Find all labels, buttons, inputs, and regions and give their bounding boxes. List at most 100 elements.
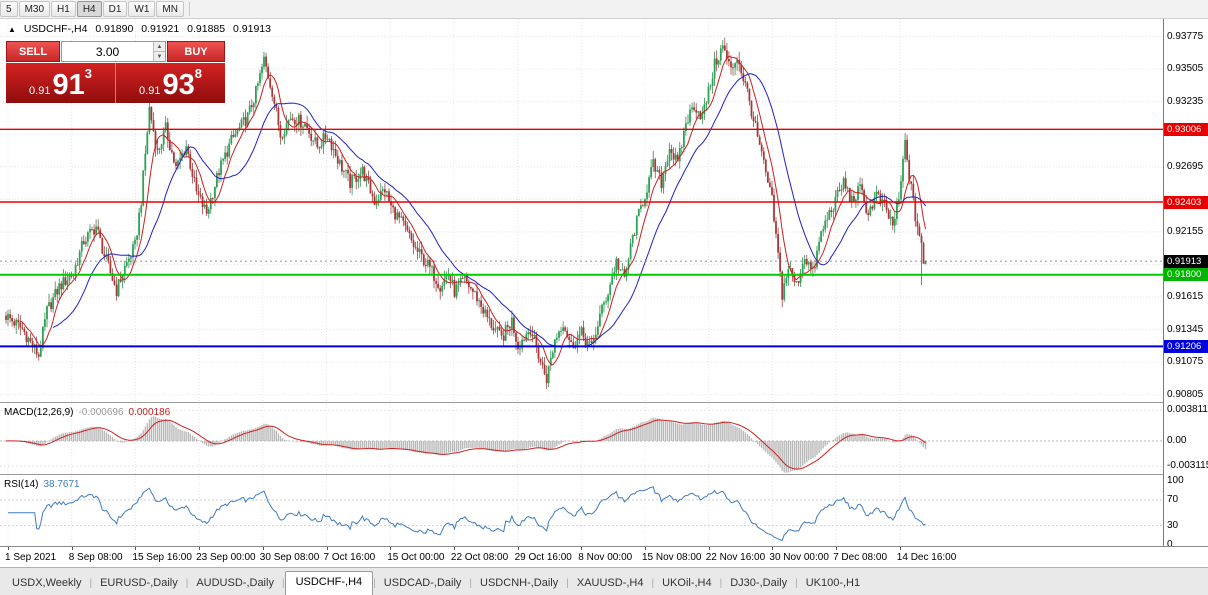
- chart-tab-dj30-daily[interactable]: DJ30-,Daily: [730, 577, 788, 589]
- time-axis-tick: [772, 547, 774, 550]
- sell-button[interactable]: SELL: [6, 41, 60, 62]
- time-axis-label: 29 Oct 16:00: [514, 552, 572, 563]
- macd-main-value: -0.000696: [78, 407, 124, 418]
- chart-tab-usdcad-daily[interactable]: USDCAD-,Daily: [383, 577, 462, 589]
- price-axis-label: 0.91345: [1167, 323, 1204, 335]
- time-axis-label: 30 Sep 08:00: [259, 552, 320, 563]
- rsi-axis-label: 30: [1167, 519, 1179, 531]
- macd-name: MACD(12,26,9): [4, 407, 74, 418]
- chart-tab-audusd-daily[interactable]: AUDUSD-,Daily: [196, 577, 274, 589]
- macd-indicator-label: MACD(12,26,9) -0.000696 0.000186: [4, 407, 170, 418]
- time-axis-label: 15 Oct 00:00: [387, 552, 445, 563]
- price-level-tag: 0.93006: [1164, 122, 1208, 136]
- timeframe-button-d1[interactable]: D1: [102, 1, 128, 17]
- buy-price-pip: 8: [194, 66, 202, 81]
- time-axis-tick: [326, 547, 328, 550]
- tab-separator: |: [651, 578, 655, 589]
- chart-tab-usdx-weekly[interactable]: USDX,Weekly: [12, 577, 82, 589]
- rsi-name: RSI(14): [4, 479, 39, 490]
- price-chart-svg[interactable]: [0, 19, 1163, 402]
- timeframe-button-h4[interactable]: H4: [76, 1, 102, 17]
- sell-price-display[interactable]: 0.91 91 3: [6, 63, 116, 103]
- time-axis[interactable]: 1 Sep 2021 8 Sep 08:00 15 Sep 16:00 23 Sep …: [0, 546, 1208, 567]
- toolbar-divider: [188, 2, 190, 16]
- volume-increase-button[interactable]: ▲: [154, 42, 165, 52]
- time-axis-tick: [71, 547, 73, 550]
- price-axis-label: 0.92695: [1167, 160, 1204, 172]
- chart-tab-usdcnh-daily[interactable]: USDCNH-,Daily: [480, 577, 559, 589]
- tab-separator: |: [719, 578, 723, 589]
- timeframe-button-5[interactable]: 5: [0, 1, 18, 17]
- buy-price-display[interactable]: 0.91 93 8: [116, 63, 225, 103]
- time-axis-label: 14 Dec 16:00: [896, 552, 957, 563]
- price-axis-label: 0.91615: [1167, 291, 1204, 303]
- buy-price-big: 93: [162, 69, 195, 101]
- buy-button[interactable]: BUY: [167, 41, 225, 62]
- time-axis-label: 8 Sep 08:00: [68, 552, 123, 563]
- volume-stepper[interactable]: 3.00 ▲ ▼: [61, 41, 166, 62]
- time-axis-tick: [645, 547, 646, 550]
- ohlc-close: 0.91913: [233, 23, 271, 35]
- price-axis-label: 0.92155: [1167, 225, 1204, 237]
- time-axis-label: 15 Sep 16:00: [132, 552, 192, 563]
- macd-chart-svg[interactable]: [0, 404, 1163, 474]
- tab-separator: |: [795, 578, 798, 589]
- macd-axis-label: -0.003115: [1167, 460, 1208, 472]
- sell-price-prefix: 0.91: [29, 85, 51, 97]
- chart-tab-bar: USDX,Weekly | EURUSD-,Daily | AUDUSD-,Daily |…: [0, 567, 1208, 595]
- ohlc-open: 0.91890: [95, 23, 134, 35]
- time-axis-tick: [899, 547, 901, 550]
- time-axis-tick: [262, 547, 264, 550]
- volume-spinner: ▲ ▼: [153, 42, 165, 61]
- chart-tab-usdchf-h4[interactable]: USDCHF-,H4: [284, 571, 374, 595]
- price-axis-label: 0.91075: [1167, 356, 1204, 368]
- time-axis-label: 1 Sep 2021: [5, 552, 57, 563]
- timeframe-button-m30[interactable]: M30: [18, 1, 51, 17]
- rsi-indicator-label: RSI(14) 38.7671: [4, 479, 80, 490]
- rsi-axis-label: 0: [1167, 539, 1173, 550]
- one-click-toggle-icon[interactable]: ▲: [8, 25, 16, 34]
- chart-ohlc-header: ▲ USDCHF-,H4 0.91890 0.91921 0.91885 0.9…: [8, 23, 276, 35]
- timeframe-button-w1[interactable]: W1: [128, 1, 156, 17]
- tab-separator: |: [469, 578, 473, 589]
- timeframe-toolbar: 5 M30 H1 H4 D1 W1 MN: [0, 0, 1208, 19]
- time-axis-label: 7 Oct 16:00: [323, 552, 376, 563]
- price-level-tag: 0.91913: [1164, 254, 1208, 268]
- price-axis[interactable]: 0.93775 0.93505 0.93235 0.92695 0.92155 0.916…: [1163, 19, 1208, 550]
- ohlc-high: 0.91921: [141, 23, 180, 35]
- tab-separator: |: [566, 578, 569, 589]
- volume-value[interactable]: 3.00: [95, 44, 120, 59]
- price-level-tag: 0.91800: [1164, 268, 1208, 282]
- price-level-tag: 0.92403: [1164, 195, 1208, 209]
- panel-separator[interactable]: [0, 402, 1208, 404]
- rsi-axis-label: 70: [1167, 493, 1179, 505]
- tab-separator: |: [373, 578, 376, 589]
- chart-tab-eurusd-daily[interactable]: EURUSD-,Daily: [100, 577, 178, 589]
- time-axis-tick: [836, 547, 838, 550]
- time-axis-tick: [581, 547, 583, 550]
- volume-decrease-button[interactable]: ▼: [154, 52, 165, 61]
- chart-tab-xauusd-h4[interactable]: XAUUSD-,H4: [576, 577, 644, 589]
- time-axis-tick: [517, 547, 519, 550]
- price-axis-label: 0.93235: [1167, 95, 1204, 107]
- panel-separator[interactable]: [0, 474, 1208, 476]
- sell-price-big: 91: [52, 69, 85, 101]
- timeframe-button-mn[interactable]: MN: [156, 1, 184, 17]
- macd-signal-value: 0.000186: [128, 407, 171, 418]
- one-click-trade-panel: SELL 3.00 ▲ ▼ BUY 0.91 91 3 0.91 93 8: [6, 41, 225, 103]
- price-axis-label: 0.90805: [1167, 388, 1204, 400]
- timeframe-button-h1[interactable]: H1: [51, 1, 76, 17]
- tab-separator: |: [185, 578, 189, 589]
- time-axis-label: 23 Sep 00:00: [196, 552, 256, 563]
- sell-price-pip: 3: [84, 66, 92, 81]
- price-level-tag: 0.91206: [1164, 339, 1208, 353]
- rsi-chart-svg[interactable]: [0, 476, 1163, 546]
- buy-price-prefix: 0.91: [139, 85, 161, 97]
- time-axis-tick: [135, 547, 137, 550]
- price-axis-label: 0.93775: [1167, 30, 1204, 42]
- chart-tab-ukoil-h4[interactable]: UKOil-,H4: [662, 577, 712, 589]
- chart-tab-uk100-h1[interactable]: UK100-,H1: [805, 577, 861, 589]
- chart-symbol-label: USDCHF-,H4: [23, 23, 88, 35]
- chart-window[interactable]: ▲ USDCHF-,H4 0.91890 0.91921 0.91885 0.9…: [0, 19, 1208, 567]
- price-axis-label: 0.93505: [1167, 63, 1204, 75]
